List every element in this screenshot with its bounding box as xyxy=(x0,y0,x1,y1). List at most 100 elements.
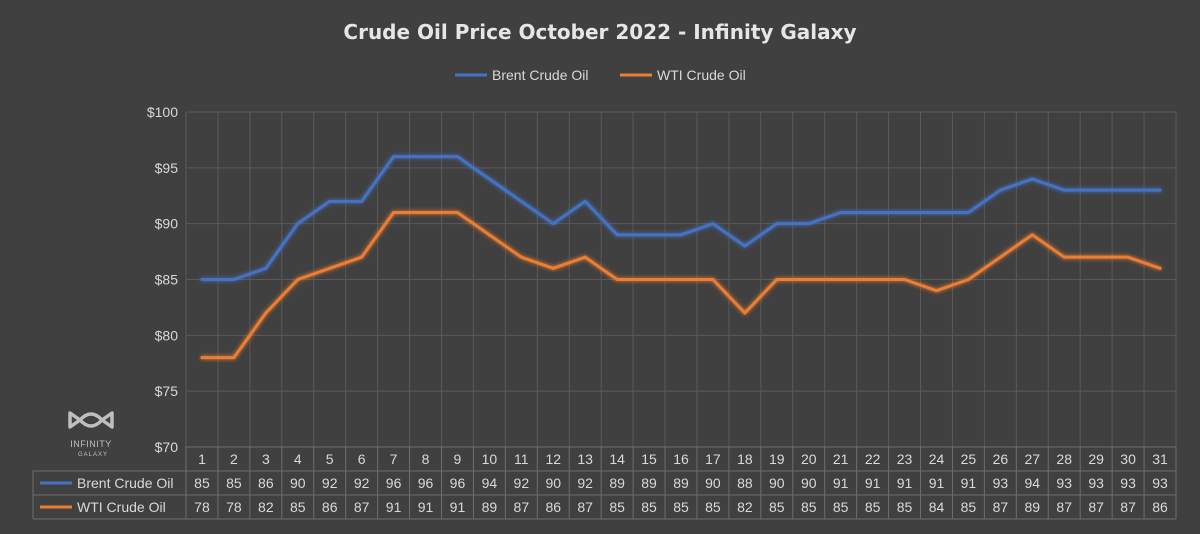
x-tick-label: 17 xyxy=(705,451,721,467)
table-value-wti: 82 xyxy=(737,499,753,515)
x-tick-label: 1 xyxy=(198,451,206,467)
data-point-brent xyxy=(966,211,970,214)
table-value-wti: 87 xyxy=(577,499,593,515)
table-value-brent: 91 xyxy=(897,475,913,491)
data-point-brent xyxy=(903,211,907,214)
data-point-wti xyxy=(871,278,875,281)
data-point-brent xyxy=(934,211,938,214)
table-value-wti: 87 xyxy=(1088,499,1104,515)
data-point-wti xyxy=(1030,233,1034,237)
table-value-wti: 85 xyxy=(961,499,977,515)
data-point-wti xyxy=(200,356,204,360)
table-value-brent: 89 xyxy=(609,475,625,491)
data-point-brent xyxy=(807,222,811,226)
data-point-brent xyxy=(998,188,1002,192)
x-tick-label: 20 xyxy=(801,451,817,467)
x-tick-label: 21 xyxy=(833,451,849,467)
table-value-wti: 86 xyxy=(545,499,561,515)
table-value-wti: 85 xyxy=(673,499,689,515)
x-tick-label: 4 xyxy=(294,451,302,467)
table-value-brent: 93 xyxy=(1088,475,1104,491)
table-value-brent: 93 xyxy=(1056,475,1072,491)
data-point-brent xyxy=(1126,188,1130,192)
table-value-wti: 89 xyxy=(482,499,498,515)
x-tick-label: 9 xyxy=(454,451,462,467)
table-value-wti: 78 xyxy=(226,499,242,515)
table-value-brent: 91 xyxy=(961,475,977,491)
table-value-brent: 89 xyxy=(673,475,689,491)
data-point-brent xyxy=(647,233,651,237)
table-value-brent: 96 xyxy=(386,475,402,491)
data-point-brent xyxy=(392,155,396,159)
series-lines xyxy=(200,155,1162,360)
table-value-wti: 86 xyxy=(1152,499,1168,515)
table-value-brent: 90 xyxy=(290,475,306,491)
x-tick-label: 15 xyxy=(641,451,657,467)
data-point-wti xyxy=(360,255,364,259)
logo-subtext: GALAXY xyxy=(78,452,108,458)
infinity-icon xyxy=(68,411,114,429)
data-point-wti xyxy=(519,255,523,259)
table-value-brent: 90 xyxy=(769,475,785,491)
table-value-wti: 91 xyxy=(450,499,466,515)
data-point-wti xyxy=(455,211,459,214)
data-point-brent xyxy=(200,278,204,281)
data-point-brent xyxy=(519,199,523,203)
x-tick-label: 31 xyxy=(1152,451,1168,467)
table-series-label-brent: Brent Crude Oil xyxy=(77,475,173,491)
data-point-wti xyxy=(424,211,428,214)
data-point-wti xyxy=(647,278,651,281)
data-point-brent xyxy=(679,233,683,237)
table-value-brent: 94 xyxy=(1025,475,1041,491)
x-tick-label: 22 xyxy=(865,451,881,467)
logo: INFINITY GALAXY xyxy=(68,411,114,458)
logo-text: INFINITY xyxy=(70,439,112,449)
table-value-brent: 90 xyxy=(801,475,817,491)
table-value-brent: 93 xyxy=(1120,475,1136,491)
y-tick-label: $70 xyxy=(155,439,179,455)
data-point-wti xyxy=(1094,255,1098,259)
data-point-wti xyxy=(1126,255,1130,259)
data-point-wti xyxy=(903,278,907,281)
data-point-brent xyxy=(551,222,555,226)
table-series-label-wti: WTI Crude Oil xyxy=(77,499,166,515)
x-tick-label: 29 xyxy=(1088,451,1104,467)
table-value-brent: 90 xyxy=(545,475,561,491)
table-value-wti: 87 xyxy=(514,499,530,515)
x-tick-label: 3 xyxy=(262,451,270,467)
table-value-brent: 85 xyxy=(194,475,210,491)
table-value-wti: 85 xyxy=(769,499,785,515)
table-value-brent: 94 xyxy=(482,475,498,491)
legend-label-brent: Brent Crude Oil xyxy=(492,67,588,83)
legend-label-wti: WTI Crude Oil xyxy=(657,67,746,83)
data-point-wti xyxy=(264,311,268,315)
legend: Brent Crude Oil WTI Crude Oil xyxy=(455,67,746,83)
data-point-wti xyxy=(998,255,1002,259)
table-value-wti: 85 xyxy=(290,499,306,515)
data-point-brent xyxy=(711,222,715,226)
data-point-wti xyxy=(296,278,300,281)
table-value-brent: 93 xyxy=(993,475,1009,491)
x-tick-label: 24 xyxy=(929,451,945,467)
data-point-brent xyxy=(839,211,843,214)
data-point-brent xyxy=(615,233,619,237)
x-tick-label: 7 xyxy=(390,451,398,467)
data-point-brent xyxy=(1094,188,1098,192)
table-value-wti: 86 xyxy=(322,499,338,515)
y-axis: $70 $75 $80 $85 $90 $95 $100 xyxy=(147,104,178,455)
table-value-brent: 93 xyxy=(1152,475,1168,491)
x-tick-label: 14 xyxy=(609,451,625,467)
data-point-wti xyxy=(966,278,970,281)
x-tick-label: 30 xyxy=(1120,451,1136,467)
table-value-wti: 91 xyxy=(418,499,434,515)
y-tick-label: $95 xyxy=(155,160,179,176)
x-tick-label: 16 xyxy=(673,451,689,467)
data-point-brent xyxy=(487,177,491,181)
data-point-brent xyxy=(455,155,459,159)
data-point-wti xyxy=(232,356,236,360)
data-point-brent xyxy=(871,211,875,214)
data-point-wti xyxy=(775,278,779,281)
data-point-brent xyxy=(583,199,587,203)
x-tick-label: 19 xyxy=(769,451,785,467)
data-point-wti xyxy=(743,311,747,315)
